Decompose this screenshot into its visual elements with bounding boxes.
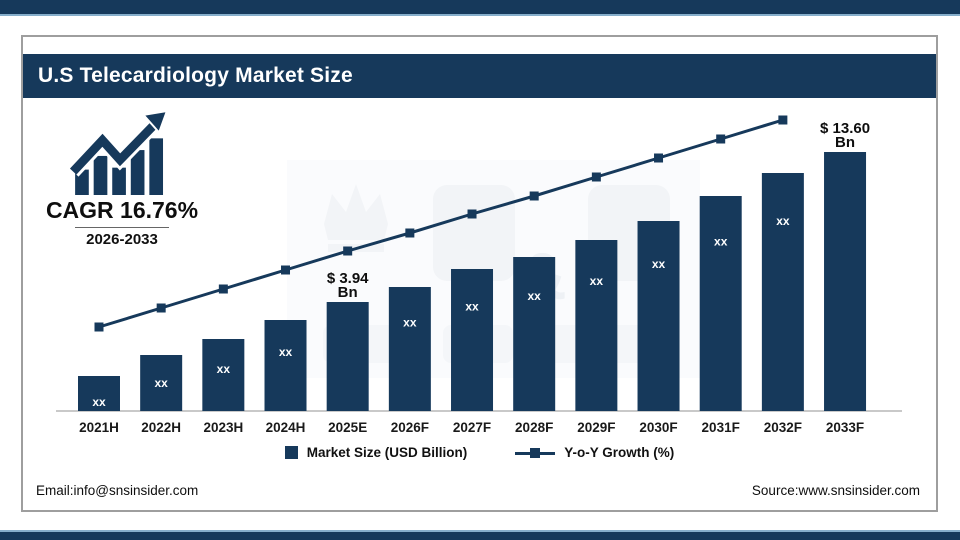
bar-value-label: xx xyxy=(217,362,231,376)
growth-line-marker xyxy=(654,153,664,163)
bar-2024H xyxy=(264,320,307,411)
x-tick-2030F: 2030F xyxy=(639,420,677,435)
x-tick-2021H: 2021H xyxy=(79,420,119,435)
bar-series-swatch-icon xyxy=(284,446,298,459)
x-tick-2025E: 2025E xyxy=(328,420,367,435)
growth-line-marker xyxy=(529,191,539,201)
footer-email: Email:info@snsinsider.com xyxy=(36,483,199,498)
line-series-swatch-icon xyxy=(515,447,556,459)
x-tick-2024H: 2024H xyxy=(266,420,306,435)
bar-value-label: xx xyxy=(403,316,417,330)
growth-chart-arrow-icon xyxy=(70,111,168,195)
bar-2026F xyxy=(388,287,431,411)
title-bar: U.S Telecardiology Market Size xyxy=(23,54,936,98)
footer-source: Source:www.snsinsider.com xyxy=(751,483,920,498)
growth-line-marker xyxy=(405,228,415,238)
growth-line-marker xyxy=(343,246,353,256)
callout-unit-2025E: Bn xyxy=(338,284,358,301)
chart-legend: Market Size (USD Billion) Y-o-Y Growth (… xyxy=(23,445,936,460)
bar-2023H xyxy=(202,339,245,411)
x-tick-2026F: 2026F xyxy=(391,420,429,435)
x-tick-2031F: 2031F xyxy=(702,420,740,435)
cagr-block: CAGR 16.76% 2026-2033 xyxy=(31,111,213,248)
x-tick-2028F: 2028F xyxy=(515,420,553,435)
watermark-square-left xyxy=(433,185,515,281)
bar-value-label: xx xyxy=(465,300,479,314)
growth-line-marker xyxy=(94,322,104,332)
bar-value-label: xx xyxy=(776,214,790,228)
bottom-accent-overline xyxy=(0,530,960,532)
bar-value-label: xx xyxy=(154,376,168,390)
callout-unit-2033F: Bn xyxy=(835,134,855,151)
cagr-value: CAGR 16.76% xyxy=(45,197,199,223)
cagr-period: 2026-2033 xyxy=(86,231,158,248)
bar-2031F xyxy=(699,196,742,411)
market-size-chart: 2021H xx 2022H xx 2023H xx 2024H xx 2025E 2026F xx… xyxy=(56,115,902,435)
bar-value-label: xx xyxy=(590,274,604,288)
bar-2021H xyxy=(78,376,120,411)
bar-2022H xyxy=(140,355,183,411)
bar-value-label: xx xyxy=(652,257,666,271)
top-accent-bar xyxy=(0,0,960,14)
x-tick-2029F: 2029F xyxy=(577,420,615,435)
legend-item-growth: Y-o-Y Growth (%) xyxy=(515,445,674,460)
growth-line-marker xyxy=(778,115,788,125)
bar-2032F xyxy=(761,173,804,411)
x-tick-2022H: 2022H xyxy=(141,420,181,435)
slide-frame: U.S Telecardiology Market Size CAGR 16.7… xyxy=(21,35,938,512)
growth-line-marker xyxy=(218,284,228,294)
cagr-divider xyxy=(75,227,169,228)
bar-2030F xyxy=(637,221,680,411)
top-accent-underline xyxy=(0,14,960,16)
bar-2033F xyxy=(824,152,867,411)
bar-2027F xyxy=(451,269,494,411)
callout-2025E: $ 3.94 xyxy=(327,270,369,287)
bar-value-label: xx xyxy=(279,345,293,359)
bar-value-label: xx xyxy=(714,235,728,249)
x-tick-2032F: 2032F xyxy=(764,420,802,435)
bar-value-label: xx xyxy=(92,395,106,409)
bar-2029F xyxy=(575,240,618,411)
callout-2033F: $ 13.60 xyxy=(820,120,870,137)
growth-line xyxy=(98,118,784,329)
growth-line-marker xyxy=(467,209,477,219)
growth-line-marker xyxy=(716,134,726,144)
bar-value-label: xx xyxy=(528,289,542,303)
footer: Email:info@snsinsider.com Source:www.sns… xyxy=(36,483,920,498)
growth-line-marker xyxy=(156,303,166,313)
x-tick-2023H: 2023H xyxy=(203,420,243,435)
x-tick-2033F: 2033F xyxy=(826,420,864,435)
bottom-accent-bar xyxy=(0,532,960,540)
legend-bar-label: Market Size (USD Billion) xyxy=(306,445,468,460)
legend-item-market-size: Market Size (USD Billion) xyxy=(284,445,468,460)
growth-line-marker xyxy=(591,172,601,182)
x-tick-2027F: 2027F xyxy=(453,420,491,435)
bar-2025E xyxy=(326,302,369,411)
bar-2028F xyxy=(513,257,556,411)
legend-line-label: Y-o-Y Growth (%) xyxy=(564,445,675,460)
page-title: U.S Telecardiology Market Size xyxy=(38,64,353,87)
growth-line-marker xyxy=(281,265,291,275)
